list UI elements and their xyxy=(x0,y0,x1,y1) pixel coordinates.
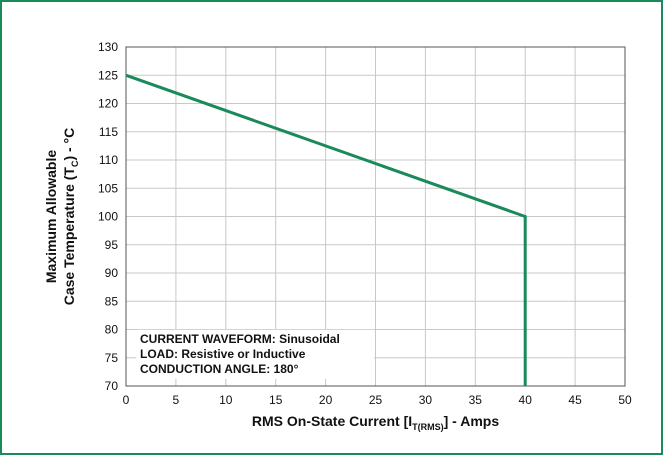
x-tick-label: 45 xyxy=(568,393,582,407)
annotation-waveform: CURRENT WAVEFORM: Sinusoidal xyxy=(140,332,340,346)
y-tick-label: 110 xyxy=(99,153,118,167)
x-tick-label: 20 xyxy=(319,393,333,407)
y-tick-label: 80 xyxy=(105,323,119,337)
x-tick-label: 40 xyxy=(519,393,533,407)
y-axis-title-line2-sub: C xyxy=(70,160,80,167)
y-tick-label: 70 xyxy=(105,379,119,393)
y-axis-title-line2-main: Case Temperature (T xyxy=(61,167,77,306)
x-tick-label: 5 xyxy=(173,393,180,407)
y-axis-title-line1: Maximum Allowable xyxy=(43,150,59,284)
x-tick-label: 50 xyxy=(618,393,632,407)
y-tick-label: 95 xyxy=(105,238,119,252)
y-tick-label: 100 xyxy=(98,210,118,224)
plot-area-border xyxy=(125,46,626,387)
y-tick-label: 115 xyxy=(99,125,118,139)
y-tick-labels: 70 75 80 85 90 95 100 105 110 115 120 125 130 xyxy=(98,40,118,393)
x-tick-label: 30 xyxy=(419,393,433,407)
x-tick-label: 15 xyxy=(269,393,283,407)
y-axis-title-line2: Case Temperature (TC) - °C xyxy=(61,128,80,306)
x-tick-label: 35 xyxy=(469,393,483,407)
x-axis-title-sub: T(RMS) xyxy=(412,422,444,432)
x-tick-label: 0 xyxy=(123,393,130,407)
x-axis-title: RMS On-State Current [IT(RMS)] - Amps xyxy=(252,413,499,432)
x-tick-label: 25 xyxy=(369,393,383,407)
y-tick-label: 130 xyxy=(98,40,118,54)
y-tick-label: 120 xyxy=(98,97,118,111)
y-tick-label: 85 xyxy=(105,294,119,308)
x-tick-label: 10 xyxy=(219,393,233,407)
series-group xyxy=(125,73,527,386)
y-axis-title-line2-tail: ) - °C xyxy=(61,128,77,161)
y-tick-label: 90 xyxy=(105,266,119,280)
y-axis-title: Maximum Allowable Case Temperature (TC) … xyxy=(43,128,80,306)
y-tick-label: 125 xyxy=(98,68,118,82)
y-tick-label: 105 xyxy=(98,181,118,195)
annotation-conduction-angle: CONDUCTION ANGLE: 180° xyxy=(140,362,299,376)
annotation-box xyxy=(136,329,374,379)
x-tick-labels: 0 5 10 15 20 25 30 35 40 45 50 xyxy=(123,393,632,407)
annotation-load: LOAD: Resistive or Inductive xyxy=(140,347,306,361)
y-tick-label: 75 xyxy=(105,351,119,365)
x-axis-title-main: RMS On-State Current [I xyxy=(252,413,412,429)
derating-curve-line xyxy=(125,73,527,386)
x-axis-title-tail: ] - Amps xyxy=(444,413,500,429)
